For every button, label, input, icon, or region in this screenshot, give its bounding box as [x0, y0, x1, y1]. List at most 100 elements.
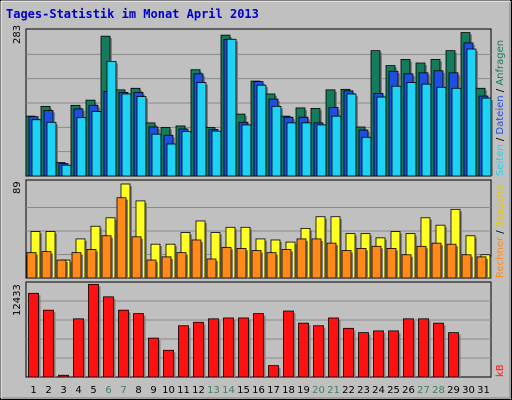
bar-seiten-day-14 — [226, 38, 237, 177]
legend-top: Seiten / Dateien / Anfragen — [495, 40, 506, 176]
y-max-label-middle: 89 — [12, 181, 23, 194]
bar-kb-day-24 — [373, 330, 384, 378]
bar-kb-day-27 — [418, 318, 429, 378]
x-tick-label: 14 — [222, 385, 235, 396]
x-tick-label: 13 — [207, 385, 220, 396]
x-tick-label: 4 — [75, 385, 81, 396]
bar-kb-day-10 — [163, 349, 174, 378]
bar-rechner-day-9 — [146, 259, 157, 279]
x-tick-label: 19 — [297, 385, 310, 396]
bar-kb-day-23 — [358, 332, 369, 378]
x-tick-label: 1 — [30, 385, 36, 396]
bar-seiten-day-25 — [391, 85, 402, 177]
bar-kb-day-3 — [58, 374, 69, 378]
bar-kb-day-25 — [388, 330, 399, 378]
bar-kb-day-14 — [223, 317, 234, 378]
bar-seiten-day-11 — [181, 131, 192, 177]
bar-rechner-day-29 — [446, 243, 457, 279]
bar-seiten-day-22 — [346, 93, 357, 177]
x-tick-label: 2 — [45, 385, 51, 396]
x-tick-label: 3 — [60, 385, 66, 396]
bar-seiten-day-18 — [286, 122, 297, 177]
legend-rechner: Rechner — [495, 236, 506, 278]
panel-bottom — [25, 281, 492, 378]
x-tick-label: 29 — [447, 385, 460, 396]
x-tick-label: 23 — [357, 385, 370, 396]
bar-kb-day-19 — [298, 322, 309, 378]
bar-seiten-day-9 — [151, 133, 162, 177]
bar-seiten-day-13 — [211, 130, 222, 177]
bar-seiten-day-3 — [61, 164, 72, 177]
x-tick-label: 6 — [105, 385, 111, 396]
bar-rechner-day-16 — [251, 250, 262, 279]
bar-kb-day-4 — [73, 318, 84, 378]
panel-top — [25, 28, 493, 177]
bar-rechner-day-2 — [41, 251, 52, 279]
bar-rechner-day-19 — [296, 238, 307, 279]
bar-rechner-day-14 — [221, 246, 232, 279]
bar-kb-day-2 — [43, 309, 54, 378]
bar-kb-day-13 — [208, 318, 219, 378]
bar-seiten-day-12 — [196, 82, 207, 177]
bar-kb-day-18 — [283, 310, 294, 378]
bar-kb-day-29 — [448, 332, 459, 378]
panel-middle — [25, 179, 492, 279]
bar-kb-day-5 — [88, 283, 99, 378]
x-tick-label: 9 — [150, 385, 156, 396]
bar-seiten-day-16 — [256, 84, 267, 177]
bar-seiten-day-31 — [481, 97, 492, 177]
bar-rechner-day-12 — [191, 239, 202, 279]
legend-bottom: kB — [495, 364, 506, 377]
bar-rechner-day-7 — [116, 197, 127, 279]
bar-kb-day-7 — [118, 309, 129, 378]
bar-rechner-day-1 — [26, 252, 37, 279]
bar-kb-day-6 — [103, 296, 114, 378]
bar-kb-day-28 — [433, 322, 444, 378]
bar-kb-day-1 — [28, 292, 39, 378]
bar-rechner-day-18 — [281, 249, 292, 279]
legend-dateien: Dateien — [495, 95, 506, 134]
bar-rechner-day-26 — [401, 254, 412, 279]
bar-seiten-day-1 — [31, 119, 42, 177]
bar-rechner-day-20 — [311, 238, 322, 279]
bar-seiten-day-2 — [46, 121, 57, 177]
bar-rechner-day-30 — [461, 254, 472, 279]
bar-rechner-day-31 — [476, 256, 487, 279]
bar-rechner-day-21 — [326, 242, 337, 279]
bar-rechner-day-17 — [266, 252, 277, 279]
x-tick-label: 18 — [282, 385, 295, 396]
x-tick-label: 28 — [432, 385, 445, 396]
bar-rechner-day-27 — [416, 245, 427, 279]
bar-seiten-day-17 — [271, 105, 282, 177]
bar-seiten-day-10 — [166, 143, 177, 177]
bar-seiten-day-20 — [316, 124, 327, 177]
bar-seiten-day-15 — [241, 124, 252, 177]
bar-seiten-day-6 — [106, 61, 117, 177]
x-tick-label: 7 — [120, 385, 126, 396]
x-axis-labels: 1 2 3 4 5 6 7 8 9 10 11 12 13 14 15 16 17 18 19 20 21 22 23 24 2… — [30, 385, 490, 396]
bar-kb-day-8 — [133, 313, 144, 378]
bar-seiten-day-24 — [376, 96, 387, 177]
legend-anfragen: Anfragen — [495, 40, 506, 86]
bar-seiten-day-19 — [301, 122, 312, 177]
x-tick-label: 21 — [327, 385, 340, 396]
bar-seiten-day-21 — [331, 115, 342, 177]
legend-seiten: Seiten — [495, 144, 506, 176]
bar-rechner-day-10 — [161, 256, 172, 279]
bar-kb-day-20 — [313, 325, 324, 378]
bar-seiten-day-5 — [91, 111, 102, 177]
bar-rechner-day-24 — [371, 245, 382, 279]
bar-kb-day-11 — [178, 325, 189, 378]
legend-besuche: Besuche — [495, 185, 506, 228]
x-tick-label: 25 — [387, 385, 400, 396]
x-tick-label: 27 — [417, 385, 430, 396]
x-tick-label: 15 — [237, 385, 250, 396]
x-tick-label: 24 — [372, 385, 385, 396]
bar-rechner-day-23 — [356, 248, 367, 279]
x-tick-label: 12 — [192, 385, 205, 396]
x-tick-label: 17 — [267, 385, 280, 396]
x-tick-label: 10 — [162, 385, 175, 396]
bar-rechner-day-11 — [176, 252, 187, 279]
x-tick-label: 11 — [177, 385, 190, 396]
